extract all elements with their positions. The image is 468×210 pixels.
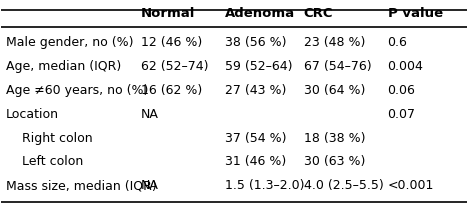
Text: 0.07: 0.07 <box>388 108 416 121</box>
Text: 4.0 (2.5–5.5): 4.0 (2.5–5.5) <box>304 179 384 192</box>
Text: Age ≠60 years, no (%): Age ≠60 years, no (%) <box>6 84 148 97</box>
Text: CRC: CRC <box>304 7 333 20</box>
Text: 12 (46 %): 12 (46 %) <box>141 36 202 49</box>
Text: 18 (38 %): 18 (38 %) <box>304 132 366 145</box>
Text: 62 (52–74): 62 (52–74) <box>141 60 208 73</box>
Text: NA: NA <box>141 179 159 192</box>
Text: Adenoma: Adenoma <box>225 7 295 20</box>
Text: Male gender, no (%): Male gender, no (%) <box>6 36 133 49</box>
Text: 1.5 (1.3–2.0): 1.5 (1.3–2.0) <box>225 179 304 192</box>
Text: 31 (46 %): 31 (46 %) <box>225 155 286 168</box>
Text: 37 (54 %): 37 (54 %) <box>225 132 286 145</box>
Text: Age, median (IQR): Age, median (IQR) <box>6 60 121 73</box>
Text: Location: Location <box>6 108 59 121</box>
Text: 0.6: 0.6 <box>388 36 408 49</box>
Text: <0.001: <0.001 <box>388 179 434 192</box>
Text: 0.06: 0.06 <box>388 84 416 97</box>
Text: 16 (62 %): 16 (62 %) <box>141 84 202 97</box>
Text: 30 (63 %): 30 (63 %) <box>304 155 365 168</box>
Text: Right colon: Right colon <box>22 132 93 145</box>
Text: P value: P value <box>388 7 443 20</box>
Text: Normal: Normal <box>141 7 195 20</box>
Text: Left colon: Left colon <box>22 155 84 168</box>
Text: 0.004: 0.004 <box>388 60 424 73</box>
Text: 38 (56 %): 38 (56 %) <box>225 36 286 49</box>
Text: 67 (54–76): 67 (54–76) <box>304 60 372 73</box>
Text: 27 (43 %): 27 (43 %) <box>225 84 286 97</box>
Text: 59 (52–64): 59 (52–64) <box>225 60 292 73</box>
Text: Mass size, median (IQR): Mass size, median (IQR) <box>6 179 157 192</box>
Text: NA: NA <box>141 108 159 121</box>
Text: 23 (48 %): 23 (48 %) <box>304 36 365 49</box>
Text: 30 (64 %): 30 (64 %) <box>304 84 365 97</box>
